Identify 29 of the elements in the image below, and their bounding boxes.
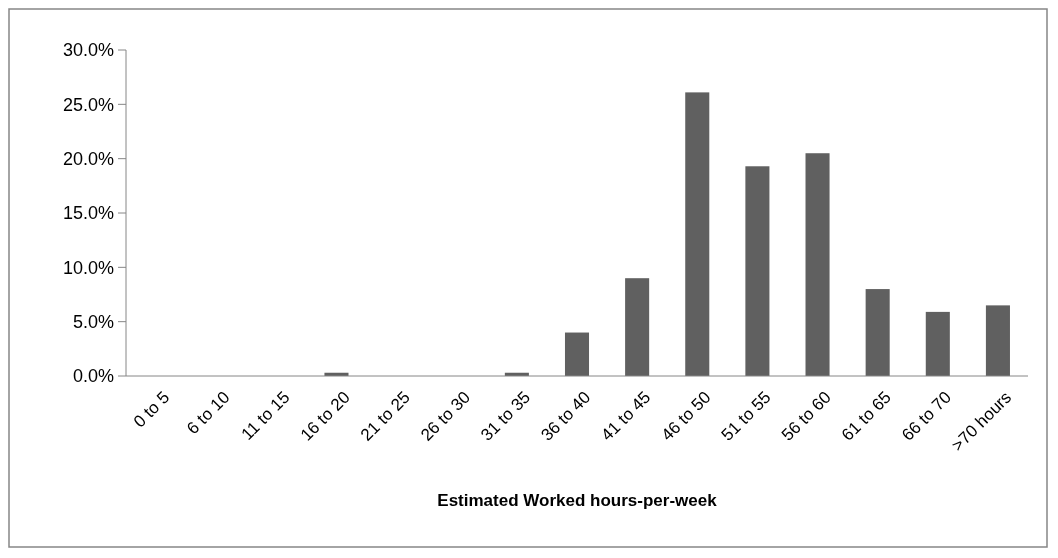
- x-tick-label: 16 to 20: [296, 387, 354, 445]
- x-tick-label: 0 to 5: [129, 387, 174, 432]
- x-tick-label: 51 to 55: [717, 387, 775, 445]
- y-tick-label: 25.0%: [62, 94, 114, 115]
- y-tick-label: 5.0%: [72, 311, 114, 332]
- y-tick-label: 0.0%: [72, 366, 114, 387]
- bar: [925, 311, 950, 376]
- y-tick-label: 20.0%: [62, 148, 114, 169]
- x-tick-label: 61 to 65: [838, 387, 895, 445]
- y-tick-label: 10.0%: [62, 257, 114, 278]
- bar: [564, 332, 590, 376]
- x-axis-title: Estimated Worked hours-per-week: [437, 491, 718, 510]
- y-tick-label: 15.0%: [62, 203, 114, 224]
- x-tick-label: 56 to 60: [777, 387, 835, 445]
- x-tick-label: 41 to 45: [597, 387, 655, 445]
- y-tick-label: 30.0%: [62, 40, 114, 61]
- bar: [805, 153, 830, 376]
- x-tick-label: 31 to 35: [477, 387, 535, 445]
- x-tick-label: 46 to 50: [657, 387, 715, 445]
- x-tick-label: 21 to 25: [356, 387, 414, 445]
- x-tick-label: 6 to 10: [183, 387, 234, 439]
- x-tick-label: 11 to 15: [237, 387, 294, 444]
- x-tick-label: 36 to 40: [537, 387, 595, 445]
- bar: [625, 278, 650, 376]
- bar: [685, 92, 710, 376]
- x-tick-label: 26 to 30: [417, 387, 474, 445]
- bar: [865, 289, 890, 376]
- bar: [985, 305, 1010, 376]
- bar: [745, 166, 770, 376]
